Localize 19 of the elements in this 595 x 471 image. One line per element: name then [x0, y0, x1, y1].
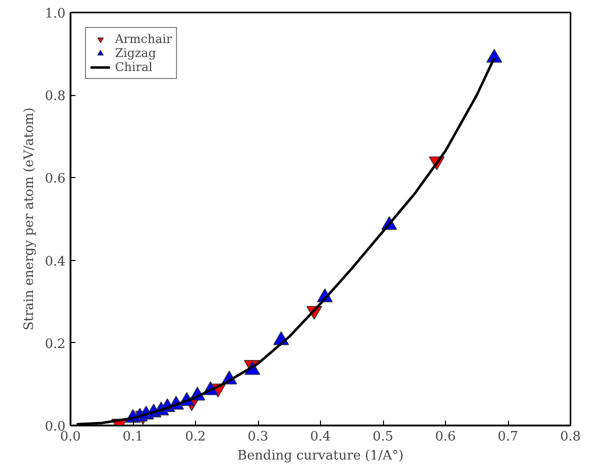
x-tick-label: 0.2 [185, 430, 206, 444]
y-tick-label: 0.4 [44, 254, 66, 270]
y-tick-label: 0.2 [44, 336, 66, 352]
legend-label: Armchair [115, 32, 172, 46]
x-tick-label: 0.1 [122, 430, 144, 444]
x-tick-label: 0.4 [310, 430, 331, 444]
x-tick-label: 0.5 [372, 430, 394, 444]
legend-label: Zigzag [115, 46, 156, 60]
x-tick-label: 0.8 [560, 430, 581, 444]
y-tick-label: 1.0 [44, 6, 66, 22]
legend-label: Chiral [115, 60, 152, 74]
y-tick-label: 0.8 [44, 89, 66, 104]
y-axis-title: Strain energy per atom (eV/atom) [22, 108, 37, 330]
x-tick-label: 0.0 [60, 430, 81, 444]
x-axis-title: Bending curvature (1/A°) [237, 448, 404, 464]
x-tick-label: 0.3 [248, 430, 268, 444]
x-tick-label: 0.6 [435, 430, 456, 444]
x-tick-label: 0.7 [498, 430, 518, 444]
y-tick-label: 0.6 [44, 172, 66, 187]
